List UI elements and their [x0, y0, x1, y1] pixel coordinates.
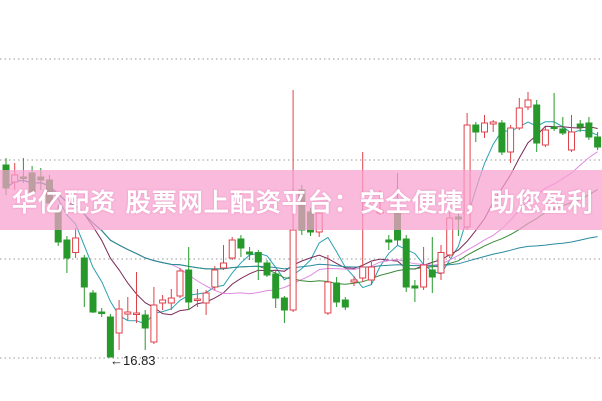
low-price-value: 16.83 — [123, 353, 156, 368]
candle-up — [115, 308, 123, 334]
candle-up — [167, 297, 175, 304]
candle-down — [576, 123, 584, 128]
candle-up — [150, 304, 158, 343]
candle-down — [594, 136, 602, 148]
candle-down — [63, 239, 71, 259]
banner-text: 华亿配资 股票网上配资平台：安全便捷，助您盈利 — [12, 188, 594, 217]
candle-down — [246, 251, 254, 255]
candle-down — [402, 238, 410, 288]
candle-down — [411, 285, 419, 289]
candle-down — [263, 262, 271, 276]
candle-up — [228, 239, 236, 259]
candle-up — [350, 279, 358, 283]
candle-down — [341, 299, 349, 308]
arrow-left-icon: ← — [110, 353, 123, 368]
candle-up — [193, 298, 201, 301]
candle-up — [568, 131, 575, 151]
candle-up — [220, 262, 227, 269]
candle-up — [420, 264, 428, 288]
candle-up — [289, 229, 297, 311]
candle-up — [359, 266, 367, 279]
candle-up — [507, 127, 515, 153]
candle-up — [72, 237, 80, 253]
candle-down — [98, 311, 106, 314]
candle-down — [333, 282, 341, 303]
moving-average-line-60 — [5, 179, 598, 270]
candle-up — [489, 121, 497, 125]
candle-down — [498, 122, 506, 153]
candle-down — [385, 239, 393, 243]
candle-down — [559, 128, 567, 134]
candle-up — [133, 312, 140, 315]
candle-down — [472, 124, 480, 133]
candle-down — [272, 273, 280, 299]
candle-up — [124, 311, 132, 315]
promo-banner — [0, 170, 602, 230]
candle-down — [89, 292, 97, 313]
candle-up — [437, 252, 445, 274]
candle-down — [280, 297, 288, 311]
candle-down — [428, 269, 436, 278]
candle-down — [106, 316, 114, 358]
candle-up — [524, 99, 532, 108]
candle-down — [237, 238, 245, 249]
candle-down — [254, 252, 262, 263]
candle-up — [159, 299, 167, 304]
candle-down — [550, 126, 558, 129]
candle-down — [185, 269, 193, 303]
low-price-annotation: ←16.83 — [110, 353, 156, 368]
candle-up — [541, 129, 549, 146]
candle-down — [585, 122, 593, 138]
candle-up — [515, 107, 523, 129]
candle-down — [80, 257, 88, 288]
candle-up — [176, 270, 184, 297]
candle-up — [211, 269, 219, 288]
candle-down — [141, 314, 149, 329]
candle-down — [533, 104, 541, 144]
candle-up — [367, 266, 375, 281]
candle-up — [481, 122, 488, 133]
candle-up — [324, 281, 332, 314]
candle-up — [202, 292, 210, 304]
